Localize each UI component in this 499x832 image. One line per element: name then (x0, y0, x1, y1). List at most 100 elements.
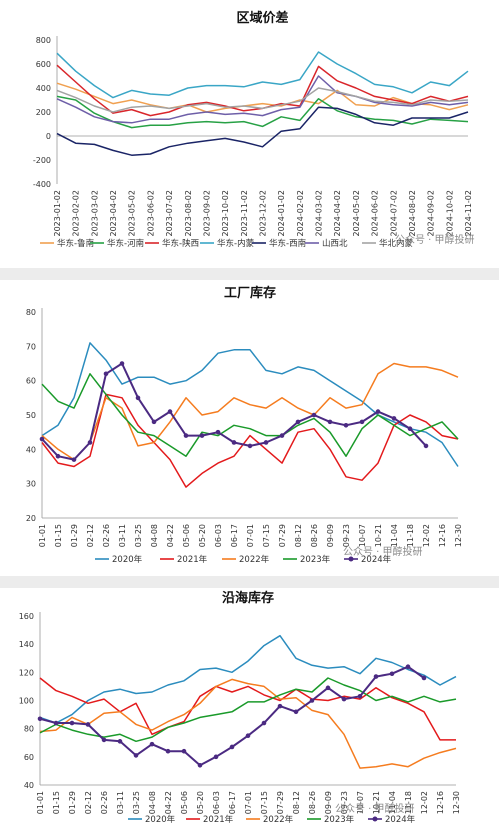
legend-label: 2020年 (145, 814, 176, 825)
x-tick-label: 08-26 (308, 791, 317, 814)
x-tick-label: 2024-08-02 (408, 190, 417, 237)
series-point (391, 416, 397, 421)
y-tick-label: -400 (33, 180, 51, 189)
series-point (293, 709, 299, 715)
y-tick-label: 60 (26, 377, 36, 386)
x-tick-label: 03-11 (116, 791, 125, 814)
series-point (423, 443, 429, 449)
y-tick-label: 600 (36, 60, 51, 69)
x-tick-label: 08-12 (292, 791, 301, 814)
x-tick-label: 03-25 (134, 524, 143, 547)
x-tick-label: 10-07 (356, 791, 365, 814)
x-tick-label: 05-06 (180, 791, 189, 814)
x-tick-label: 09-23 (340, 791, 349, 814)
panel-divider (0, 576, 499, 588)
series-point (245, 733, 251, 739)
series-line (41, 393, 459, 488)
series-point (405, 664, 411, 669)
legend-label: 2022年 (263, 814, 294, 825)
watermark-text: 公众号 · 甲醇投研 (335, 802, 415, 815)
series-point (183, 433, 189, 438)
x-tick-label: 2024-03-02 (315, 190, 324, 237)
regional-spread-panel: 区域价差 800 600 400 200 0 -200 -400 2023-01-02 2023-… (0, 0, 499, 268)
legend-label: 华北内蒙 (379, 238, 414, 249)
x-tick-label: 2024-07-02 (389, 190, 398, 237)
x-tick-label: 2024-09-02 (427, 190, 436, 237)
y-tick-label: 800 (36, 36, 51, 45)
series-point (327, 419, 333, 425)
series-point (181, 748, 187, 754)
series-point (295, 419, 301, 425)
series-point (231, 440, 237, 445)
x-tick-label: 08-12 (294, 524, 303, 547)
legend-label: 2024年 (385, 814, 416, 825)
series-line (56, 95, 469, 129)
y-tick-label: 200 (36, 108, 51, 117)
series-point (375, 409, 381, 414)
x-tick-label: 2023-11-02 (240, 190, 249, 237)
x-tick-label: 10-07 (358, 524, 367, 547)
series-line (41, 362, 427, 461)
legend-label: 华东-鲁南 (57, 238, 94, 249)
series-point (309, 698, 315, 703)
x-tick-label: 2024-06-02 (371, 190, 380, 237)
x-tick-label: 06-17 (228, 791, 237, 814)
x-tick-label: 2023-10-02 (221, 190, 230, 237)
y-tick-label: 40 (24, 781, 34, 790)
series-point (407, 426, 413, 432)
x-tick-label: 04-22 (166, 524, 175, 547)
x-tick-label: 07-15 (262, 524, 271, 547)
legend-label: 华东-河南 (107, 238, 144, 249)
x-tick-label: 2023-12-02 (259, 190, 268, 237)
x-tick-label: 02-26 (102, 524, 111, 547)
series-point (167, 409, 173, 414)
series-point (341, 696, 347, 702)
coastal-inventory-panel: 沿海库存 160 140 120 100 80 60 40 01-01 01-15 01-29 02-… (0, 588, 499, 828)
y-tick-label: 60 (24, 753, 34, 762)
y-tick-label: 100 (19, 697, 34, 706)
y-tick-label: 120 (19, 668, 34, 677)
x-tick-label: 12-16 (436, 791, 445, 814)
x-tick-label: 03-11 (118, 524, 127, 547)
series-point (101, 737, 107, 743)
x-tick-label: 2023-05-02 (128, 190, 137, 237)
series-point (71, 457, 77, 462)
y-tick-label: 140 (19, 640, 34, 649)
x-tick-label: 11-18 (404, 791, 413, 814)
series-point (213, 754, 219, 760)
legend-label: 华东-西南 (269, 238, 306, 249)
factory-inventory-panel: 工厂库存 80 70 60 50 40 30 20 01-01 01-15 01-29 02-12 02… (0, 280, 499, 576)
series-line (56, 82, 469, 113)
x-tick-label: 10-21 (374, 524, 383, 547)
series-line (56, 87, 469, 113)
chart-title: 沿海库存 (222, 590, 274, 606)
x-tick-label: 11-18 (406, 524, 415, 547)
series-line (39, 665, 425, 767)
series-line (56, 51, 469, 99)
series-point (165, 748, 171, 754)
series-point (197, 762, 203, 768)
chart-title: 区域价差 (236, 10, 288, 26)
x-tick-label: 05-20 (196, 791, 205, 814)
legend-label: 2020年 (112, 554, 143, 565)
panel-divider (0, 268, 499, 280)
legend-label: 2022年 (239, 554, 270, 565)
y-tick-label: 30 (26, 480, 36, 489)
x-tick-label: 10-21 (372, 791, 381, 814)
x-tick-label: 2023-08-02 (184, 190, 193, 237)
series-point (119, 361, 125, 366)
x-tick-label: 2024-04-02 (333, 190, 342, 237)
x-tick-label: 2023-04-02 (109, 190, 118, 237)
series-line (41, 373, 459, 457)
legend-label: 华东-内蒙 (217, 238, 255, 249)
x-tick-label: 12-02 (420, 791, 429, 814)
legend-label: 华东-陕西 (162, 238, 199, 249)
x-tick-label: 2023-02-02 (72, 190, 81, 237)
x-tick-label: 07-15 (260, 791, 269, 814)
x-tick-label: 12-30 (452, 791, 461, 814)
y-tick-label: 50 (26, 411, 36, 420)
x-tick-label: 2024-02-02 (296, 190, 305, 237)
legend-marker (372, 816, 378, 822)
